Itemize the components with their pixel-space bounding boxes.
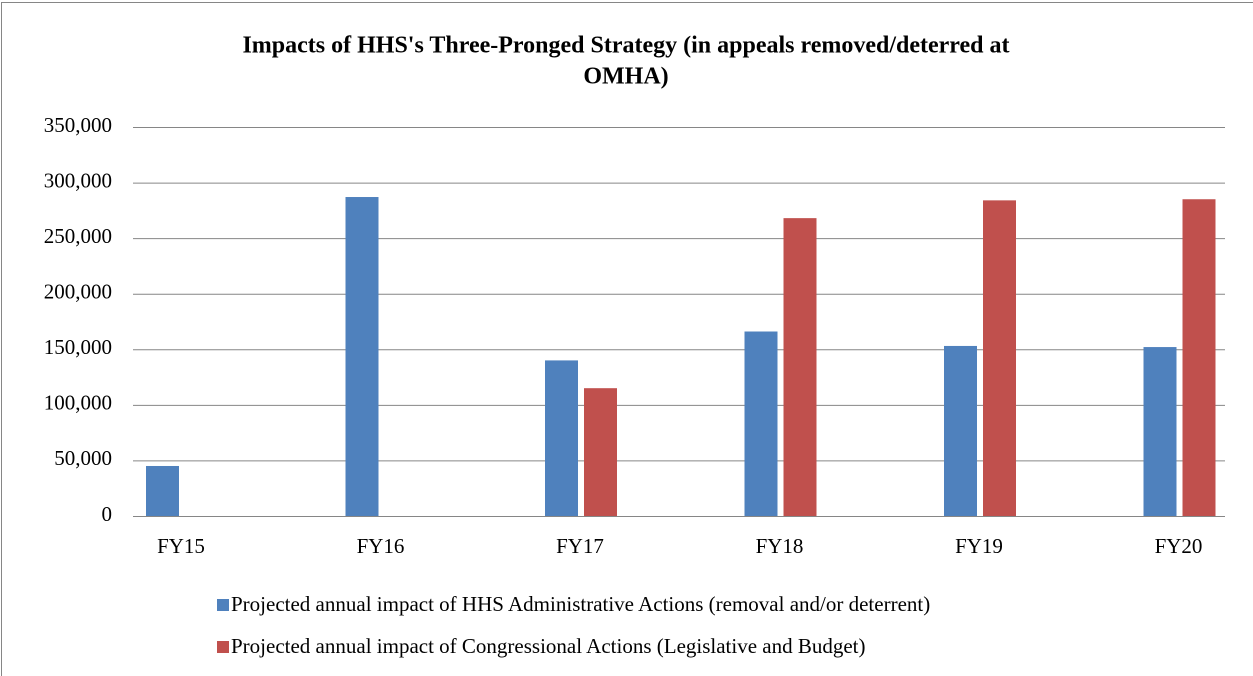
y-tick-label: 200,000 (44, 280, 112, 304)
legend-swatch (217, 599, 229, 611)
bar (983, 200, 1016, 516)
bar (1143, 347, 1177, 516)
y-tick-label: 50,000 (54, 446, 112, 470)
y-tick-label: 350,000 (44, 113, 112, 137)
x-tick-label: FY19 (955, 534, 1003, 558)
bar (345, 197, 379, 516)
bar (545, 360, 578, 516)
bar (744, 331, 778, 516)
x-tick-label: FY20 (1155, 534, 1203, 558)
bar (584, 388, 617, 516)
y-tick-label: 0 (102, 502, 113, 526)
legend-label: Projected annual impact of Congressional… (231, 634, 866, 658)
chart-title: Impacts of HHS's Three-Pronged Strategy … (242, 33, 1009, 59)
legend-label: Projected annual impact of HHS Administr… (231, 592, 930, 616)
bar (1182, 199, 1216, 516)
x-tick-label: FY18 (756, 534, 804, 558)
bar (944, 345, 977, 516)
legend-swatch (217, 641, 229, 653)
x-tick-label: FY16 (357, 534, 405, 558)
x-tick-label: FY15 (157, 534, 205, 558)
chart-title: OMHA) (583, 64, 668, 90)
y-tick-label: 150,000 (44, 335, 112, 359)
y-tick-label: 250,000 (44, 224, 112, 248)
bar (146, 465, 179, 516)
y-tick-label: 100,000 (44, 391, 112, 415)
y-tick-label: 300,000 (44, 168, 112, 192)
bar (783, 218, 817, 516)
x-tick-label: FY17 (556, 534, 604, 558)
